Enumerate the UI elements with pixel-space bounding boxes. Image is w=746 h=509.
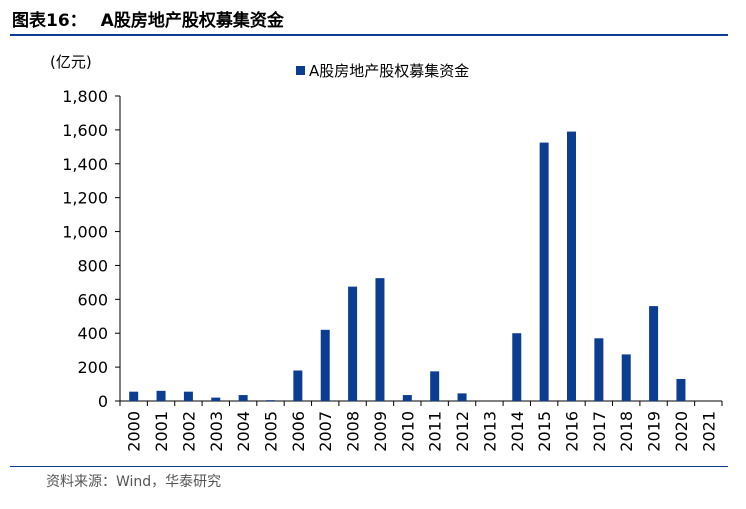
bar-2005 xyxy=(266,400,275,401)
bar-2000 xyxy=(129,391,139,401)
figure-title-text: A股房地产股权募集资金 xyxy=(100,11,284,31)
x-tick-label: 2011 xyxy=(426,411,445,452)
bar-2009 xyxy=(375,278,385,401)
x-tick-label: 2009 xyxy=(371,411,390,452)
bar-2015 xyxy=(539,142,549,401)
bar-2011 xyxy=(430,371,440,401)
source-rule xyxy=(10,466,728,467)
x-tick-label: 2000 xyxy=(125,411,144,452)
x-tick-label: 2005 xyxy=(262,411,281,452)
y-tick-label: 1,800 xyxy=(62,87,108,106)
bar-2008 xyxy=(348,286,358,401)
y-tick-label: 1,200 xyxy=(62,189,108,208)
x-tick-label: 2007 xyxy=(316,411,335,452)
source-note: 资料来源：Wind，华泰研究 xyxy=(46,474,222,490)
y-tick-label: 1,000 xyxy=(62,223,108,242)
figure-number: 图表16： xyxy=(12,11,87,31)
legend-label: A股房地产股权募集资金 xyxy=(309,62,469,80)
bar-2002 xyxy=(183,391,193,401)
y-tick-label: 1,600 xyxy=(62,121,108,140)
y-tick-label: 800 xyxy=(77,256,108,275)
y-tick-label: 400 xyxy=(77,324,108,343)
y-tick-label: 600 xyxy=(77,290,108,309)
x-tick-label: 2003 xyxy=(207,411,226,452)
y-tick-label: 0 xyxy=(98,392,108,411)
x-tick-label: 2019 xyxy=(645,411,664,452)
x-tick-label: 2014 xyxy=(508,411,527,452)
x-tick-label: 2008 xyxy=(344,411,363,452)
x-tick-label: 2012 xyxy=(453,411,472,452)
x-tick-label: 2004 xyxy=(234,411,253,452)
bar-2003 xyxy=(211,397,221,401)
bar-2020 xyxy=(676,378,686,401)
x-tick-label: 2021 xyxy=(699,411,718,452)
y-tick-label: 1,400 xyxy=(62,155,108,174)
x-tick-label: 2017 xyxy=(590,411,609,452)
x-tick-label: 2002 xyxy=(179,411,198,452)
bar-2010 xyxy=(402,395,412,401)
x-tick-label: 2015 xyxy=(535,411,554,452)
bar-chart: 0 200 400 600 800 1,000 1,200 1,400 1,600 1,800 (亿… xyxy=(50,53,723,452)
x-tick-label: 2020 xyxy=(672,411,691,452)
y-tick-label: 200 xyxy=(77,358,108,377)
bar-2004 xyxy=(238,395,248,401)
x-tick-label: 2013 xyxy=(480,411,499,452)
x-tick-label: 2001 xyxy=(152,411,171,452)
title-rule xyxy=(10,34,728,36)
bar-2016 xyxy=(567,131,576,401)
figure-title: 图表16： A股房地产股权募集资金 xyxy=(12,6,284,31)
bar-2012 xyxy=(457,393,467,401)
x-tick-label: 2016 xyxy=(563,411,582,452)
legend-swatch xyxy=(296,66,305,75)
bar-2006 xyxy=(293,370,303,401)
bar-2014 xyxy=(512,333,522,401)
x-tick-label: 2010 xyxy=(398,411,417,452)
bar-2007 xyxy=(320,329,330,401)
x-tick-label: 2006 xyxy=(289,411,308,452)
bar-2001 xyxy=(156,390,166,401)
x-tick-label: 2018 xyxy=(617,411,636,452)
bar-2019 xyxy=(649,306,659,401)
bar-2018 xyxy=(621,354,631,401)
y-axis-unit-label: (亿元) xyxy=(50,53,92,71)
bar-2017 xyxy=(594,338,604,401)
